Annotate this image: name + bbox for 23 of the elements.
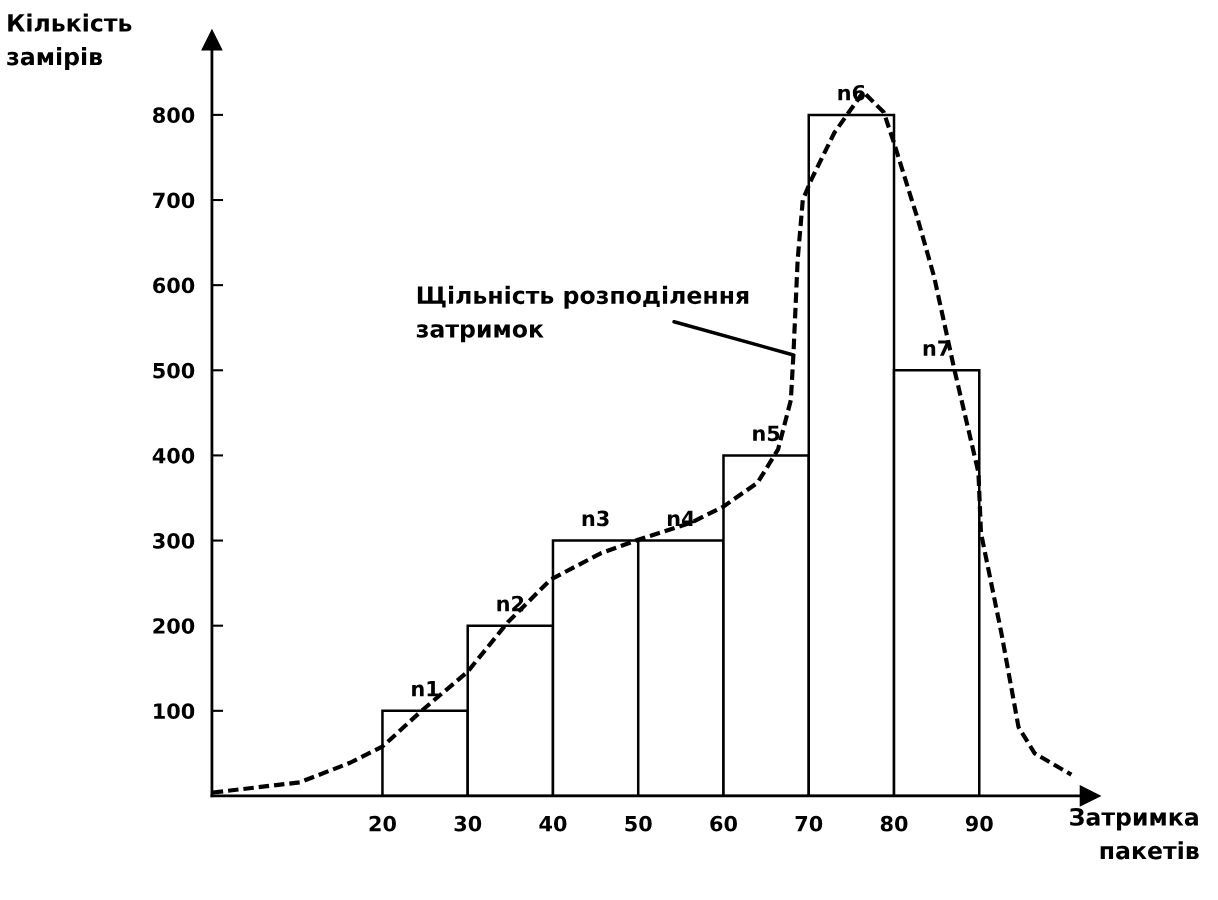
x-tick-label: 60 <box>710 815 737 832</box>
y-tick-label: 200 <box>153 618 195 634</box>
y-tick-label: 700 <box>153 192 195 209</box>
y-axis-title: Кількість замірів <box>7 13 132 70</box>
annotation: Щільність розподілення затримок <box>416 285 749 343</box>
y-tick-label: 300 <box>153 533 195 549</box>
y-tick-label: 600 <box>153 277 195 294</box>
x-tick-label: 80 <box>880 815 908 832</box>
x-tick-label: 40 <box>539 815 567 832</box>
x-tick-label: 30 <box>454 815 482 832</box>
x-axis-title: Затримка пакетів <box>1070 807 1199 860</box>
x-tick-label: 90 <box>965 815 993 832</box>
data-label: n1 <box>412 681 439 697</box>
x-tick-label: 50 <box>625 815 652 832</box>
data-label: n5 <box>753 425 780 442</box>
x-tick-label: 70 <box>795 815 823 832</box>
data-label: n4 <box>667 510 695 527</box>
y-tick-label: 400 <box>152 447 195 464</box>
y-tick-label: 500 <box>153 362 195 379</box>
y-tick-label: 800 <box>153 107 195 124</box>
x-tick-label: 20 <box>369 815 396 832</box>
data-label: n3 <box>582 510 609 527</box>
y-tick-label: 100 <box>154 703 195 720</box>
